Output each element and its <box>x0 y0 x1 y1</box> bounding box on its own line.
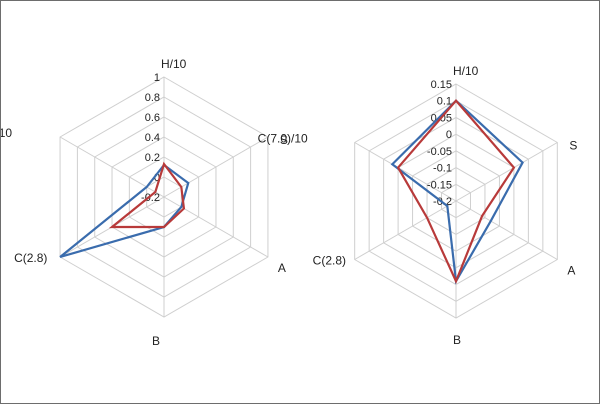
tick-label: -0.1 <box>433 163 452 175</box>
axis-label-c-7-0-10: C(7.0)/10 <box>1 126 12 140</box>
series-line-2 <box>396 99 516 285</box>
tick-label: -0.05 <box>427 146 452 158</box>
tick-label: 0.6 <box>145 112 160 124</box>
axis-label-h-10: H/10 <box>453 64 479 78</box>
tick-label: 0.1 <box>437 96 452 108</box>
axis-label-s: S <box>280 133 288 147</box>
axis-spoke <box>455 200 558 260</box>
axis-spoke <box>354 142 457 202</box>
tick-label: 0 <box>446 129 452 141</box>
axis-label-b: B <box>453 333 461 347</box>
axis-spoke <box>455 142 558 202</box>
tick-label: 0.8 <box>145 92 160 104</box>
axis-spoke <box>354 200 457 260</box>
series-line-2 <box>108 161 186 229</box>
tick-label: 0.4 <box>145 132 160 144</box>
tick-label: 0.15 <box>431 79 452 91</box>
tick-label: -0.15 <box>427 179 452 191</box>
axis-label-b: B <box>152 334 160 348</box>
axis-label-s: S <box>569 139 577 153</box>
series-line-1 <box>59 163 190 259</box>
axis-label-c-2-8: C(2.8) <box>14 251 47 265</box>
axis-label-c-2-8: C(2.8) <box>313 254 346 268</box>
tick-label: 0 <box>154 172 160 184</box>
radar-chart-right: 0.150.10.050-0.05-0.1-0.15-0.2H/10SABC(2… <box>258 64 578 347</box>
axis-label-a: A <box>278 261 286 275</box>
axis-label-c-7-0-10: C(7.0)/10 <box>258 132 308 146</box>
axis-label-h-10: H/10 <box>161 57 187 71</box>
axis-label-a: A <box>567 264 575 278</box>
tick-label: 1 <box>154 72 160 84</box>
tick-label: 0.2 <box>145 152 160 164</box>
